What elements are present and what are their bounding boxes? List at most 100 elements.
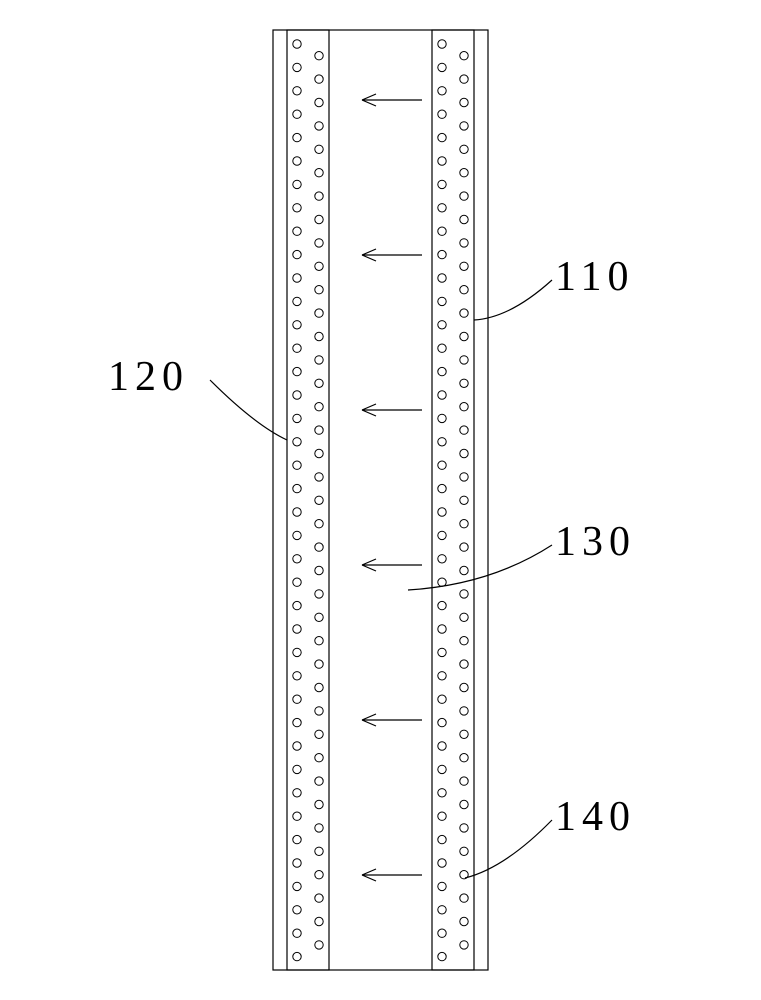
right-strip-hole: [460, 730, 468, 738]
left-strip-hole: [315, 894, 323, 902]
left-strip-hole: [293, 227, 301, 235]
right-strip-hole: [460, 473, 468, 481]
right-strip-hole: [438, 63, 446, 71]
left-strip-hole: [315, 473, 323, 481]
left-strip-hole: [315, 449, 323, 457]
right-strip-hole: [438, 484, 446, 492]
left-strip-hole: [315, 426, 323, 434]
left-strip-hole: [293, 625, 301, 633]
left-strip-hole: [315, 754, 323, 762]
right-strip-hole: [460, 215, 468, 223]
right-strip-hole: [460, 449, 468, 457]
right-strip-hole: [438, 929, 446, 937]
right-strip-hole: [460, 239, 468, 247]
right-strip-hole: [438, 87, 446, 95]
right-strip-hole: [438, 133, 446, 141]
left-strip-hole: [293, 110, 301, 118]
left-strip-hole: [293, 718, 301, 726]
right-strip-hole: [460, 824, 468, 832]
right-strip-hole: [438, 414, 446, 422]
right-strip-hole: [460, 941, 468, 949]
flow-arrow: [362, 94, 422, 106]
left-strip-hole: [315, 590, 323, 598]
left-strip-hole: [293, 133, 301, 141]
right-strip-hole: [438, 227, 446, 235]
left-strip-hole: [315, 800, 323, 808]
right-strip-hole: [460, 566, 468, 574]
flow-arrow: [362, 869, 422, 881]
right-strip-hole: [460, 192, 468, 200]
label-120: 120: [108, 354, 287, 440]
left-strip-hole: [293, 391, 301, 399]
left-strip-hole: [315, 192, 323, 200]
left-strip-hole: [293, 601, 301, 609]
right-strip-hole: [460, 379, 468, 387]
left-strip-hole: [315, 871, 323, 879]
right-strip-hole: [460, 332, 468, 340]
right-strip-hole: [460, 309, 468, 317]
left-strip-hole: [315, 169, 323, 177]
right-strip-hole: [438, 601, 446, 609]
right-strip-hole: [438, 835, 446, 843]
flow-arrow: [362, 714, 422, 726]
right-strip-hole: [438, 882, 446, 890]
right-strip-hole: [460, 122, 468, 130]
left-strip-hole: [293, 438, 301, 446]
left-strip-hole: [315, 379, 323, 387]
left-strip-hole: [315, 286, 323, 294]
right-strip-hole: [438, 625, 446, 633]
left-strip-hole: [293, 297, 301, 305]
right-strip-hole: [460, 754, 468, 762]
right-strip-hole: [438, 321, 446, 329]
label-140: 140: [465, 794, 636, 878]
left-strip-hole: [315, 98, 323, 106]
right-strip-hole: [438, 695, 446, 703]
right-strip-hole: [460, 403, 468, 411]
left-strip-hole: [315, 309, 323, 317]
left-strip-hole: [315, 824, 323, 832]
right-strip-hole: [460, 496, 468, 504]
right-strip-hole: [438, 859, 446, 867]
outer-frame: [273, 30, 488, 970]
left-strip-hole: [315, 637, 323, 645]
right-strip-hole: [438, 789, 446, 797]
left-strip-hole: [315, 520, 323, 528]
right-strip-hole: [460, 145, 468, 153]
right-strip-hole: [438, 812, 446, 820]
right-strip-hole: [460, 356, 468, 364]
right-strip-hole: [438, 906, 446, 914]
left-strip-hole: [315, 566, 323, 574]
right-strip-hole: [438, 648, 446, 656]
right-strip-hole: [438, 344, 446, 352]
leader-line: [210, 380, 287, 440]
left-strip-hole: [315, 543, 323, 551]
left-strip-hole: [315, 660, 323, 668]
left-strip-hole: [315, 75, 323, 83]
right-strip-hole: [438, 555, 446, 563]
right-strip-hole: [460, 894, 468, 902]
right-strip-hole: [460, 262, 468, 270]
right-strip-hole: [438, 40, 446, 48]
left-strip-hole: [293, 250, 301, 258]
left-strip-hole: [315, 262, 323, 270]
right-strip-hole: [460, 660, 468, 668]
left-strip-hole: [293, 672, 301, 680]
left-strip-hole: [315, 496, 323, 504]
right-strip-hole: [460, 286, 468, 294]
left-strip-hole: [293, 859, 301, 867]
flow-arrow: [362, 559, 422, 571]
right-strip-hole: [460, 777, 468, 785]
left-strip-hole: [293, 180, 301, 188]
right-strip-hole: [438, 742, 446, 750]
right-strip-hole: [460, 613, 468, 621]
left-strip-hole: [293, 274, 301, 282]
left-strip-hole: [315, 613, 323, 621]
label-110: 110: [474, 254, 634, 320]
left-strip-hole: [293, 157, 301, 165]
leader-line: [408, 545, 552, 590]
right-strip-hole: [438, 180, 446, 188]
right-strip-hole: [438, 367, 446, 375]
right-strip-hole: [438, 718, 446, 726]
left-strip-hole: [293, 344, 301, 352]
right-strip-hole: [438, 250, 446, 258]
